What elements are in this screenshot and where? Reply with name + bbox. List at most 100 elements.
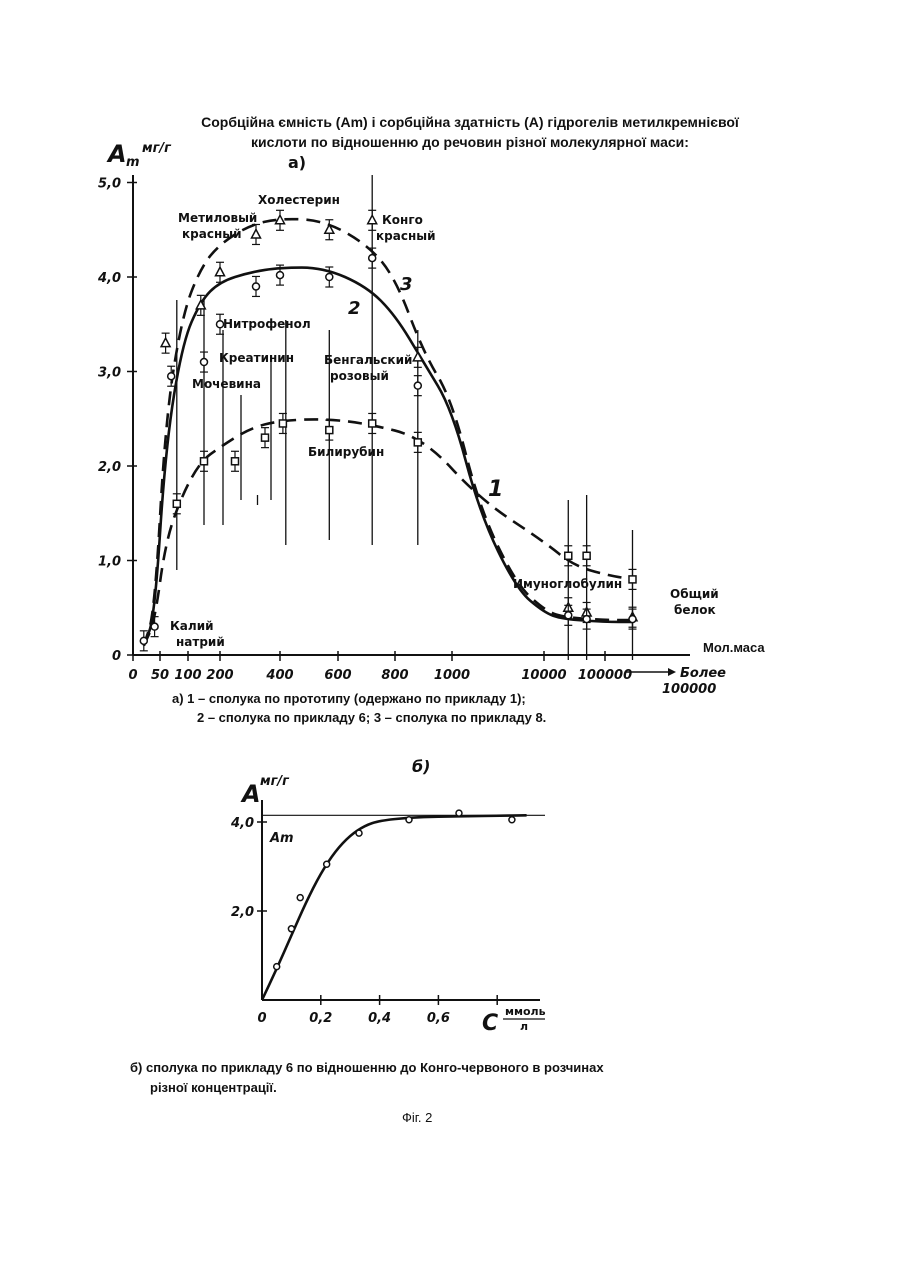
chart-a-x-tick-label: 800	[381, 668, 408, 683]
panel-b-label: б)	[412, 757, 430, 776]
chart-a-x-tick-label: 600	[324, 668, 351, 683]
chart-a-x-tick-label: Более	[680, 666, 726, 681]
chart-b-ylabel: A	[240, 780, 261, 808]
chart-a-x-tick-label: 400	[265, 668, 293, 683]
chart-a-point-square	[565, 552, 572, 559]
chart-a-point-square	[369, 420, 376, 427]
chart-b-point	[456, 810, 462, 816]
label-total-protein-2: белок	[674, 603, 716, 617]
chart-b-yunit: мг/г	[260, 774, 290, 789]
panel-a-label: а)	[288, 153, 306, 172]
label-immunoglobulin: Имуноглобулин	[513, 577, 622, 591]
chart-a-point-circle	[201, 359, 208, 366]
chart-a-ylabel-sub: m	[126, 155, 140, 170]
chart-a-xlabel: Мол.маса	[703, 640, 765, 655]
chart-a-point-circle	[369, 255, 376, 262]
chart-a-point-circle	[277, 272, 284, 279]
chart-a-x-tick-label: 10000	[521, 668, 566, 683]
label-methyl-red-1: Метиловый	[178, 211, 257, 225]
label-methyl-red-2: красный	[182, 227, 242, 241]
chart-a-y-tick-label: 3,0	[98, 366, 121, 381]
chart-a-point-square	[414, 439, 421, 446]
curve-label-3: 3	[400, 274, 413, 295]
chart-a-point-triangle	[252, 229, 261, 238]
chart-a-point-circle	[414, 382, 421, 389]
chart-a-x-tick-label: 50	[151, 668, 169, 683]
chart-a-point-triangle	[276, 215, 285, 224]
chart-a-point-circle	[629, 616, 636, 623]
figure-label: Фіг. 2	[402, 1110, 432, 1125]
chart-b-point	[288, 926, 294, 932]
chart-a-y-tick-label: 5,0	[98, 177, 121, 192]
curve-label-2: 2	[348, 298, 361, 319]
chart-a-point-square	[232, 458, 239, 465]
chart-a-series-1	[144, 419, 633, 645]
chart-b-point	[274, 964, 280, 970]
chart-a-point-circle	[565, 612, 572, 619]
label-bengal-2: розовый	[330, 369, 389, 383]
chart-a-y-tick-label: 4,0	[97, 271, 121, 286]
chart-b-caption-2: різної концентрації.	[150, 1080, 277, 1095]
chart-a-y-tick-label: 0	[112, 649, 121, 664]
chart-a-point-square	[326, 427, 333, 434]
chart-b-point	[509, 817, 515, 823]
label-bengal-1: Бенгальский	[324, 353, 412, 367]
chart-a-x-tick-label: 1000	[434, 668, 470, 683]
chart-a-point-circle	[140, 637, 147, 644]
chart-a-point-triangle	[161, 338, 170, 347]
label-urea: Мочевина	[192, 377, 261, 391]
label-potassium: Калий	[170, 619, 214, 633]
chart-b-x-tick-label: 0,2	[309, 1011, 332, 1026]
chart-a: а) A m мг/г 0 1,0 2,0 3,0 4,0 5,0 0 50 100 200 400…	[0, 0, 900, 740]
chart-a-point-square	[629, 576, 636, 583]
chart-b-y-tick-label: 4,0	[230, 816, 254, 831]
chart-a-point-triangle	[216, 267, 225, 276]
curve-label-1: 1	[488, 477, 503, 502]
chart-b-caption-1: б) сполука по прикладу 6 по відношенню д…	[130, 1060, 604, 1075]
chart-a-ylabel: A	[106, 140, 127, 168]
chart-a-point-circle	[253, 283, 260, 290]
label-congo-1: Конго	[382, 213, 423, 227]
chart-a-x-tick-label: 100	[174, 668, 201, 683]
chart-a-x-tick-label: 100000	[578, 668, 632, 683]
chart-a-point-square	[279, 420, 286, 427]
chart-b-xunit-den: л	[520, 1020, 528, 1033]
chart-a-x-tick-label: 100000	[662, 682, 716, 697]
chart-a-point-circle	[326, 274, 333, 281]
label-total-protein-1: Общий	[670, 587, 719, 601]
chart-a-point-square	[583, 552, 590, 559]
chart-b-point	[406, 817, 412, 823]
chart-a-point-square	[201, 458, 208, 465]
chart-b-point	[324, 861, 330, 867]
chart-a-yunit: мг/г	[142, 141, 172, 156]
chart-a-x-arrow-head	[668, 668, 676, 676]
chart-a-y-tick-label: 2,0	[98, 460, 121, 475]
label-nitrophenol: Нитрофенол	[223, 317, 311, 331]
chart-b-x-tick-label: 0,4	[368, 1011, 391, 1026]
chart-a-point-circle	[583, 616, 590, 623]
chart-a-point-triangle	[368, 215, 377, 224]
chart-b-xunit-num: ммоль	[505, 1005, 546, 1018]
chart-b-y-tick-label: 2,0	[231, 905, 254, 920]
chart-a-y-tick-label: 1,0	[98, 555, 121, 570]
chart-b-point	[356, 830, 362, 836]
label-congo-2: красный	[376, 229, 436, 243]
chart-b-point	[297, 895, 303, 901]
chart-a-x-tick-label: 200	[206, 668, 233, 683]
chart-a-caption-2: 2 – сполука по прикладу 6; 3 – сполука п…	[197, 710, 546, 725]
chart-b-x-tick-label: 0	[257, 1011, 266, 1026]
label-sodium: натрий	[176, 635, 225, 649]
chart-a-caption-1: а) 1 – сполука по прототипу (одержано по…	[172, 691, 526, 706]
chart-a-point-circle	[168, 373, 175, 380]
chart-b-xlabel: C	[482, 1011, 498, 1036]
am-label: Am	[269, 831, 294, 846]
label-bilirubin: Билирубин	[308, 445, 384, 459]
label-creatinine: Креатинин	[219, 351, 294, 365]
chart-a-point-square	[262, 434, 269, 441]
label-cholesterol: Холестерин	[258, 193, 340, 207]
chart-a-point-circle	[151, 623, 158, 630]
chart-b-series	[262, 815, 527, 1000]
chart-a-x-tick-label: 0	[128, 668, 137, 683]
chart-b-x-tick-label: 0,6	[427, 1011, 450, 1026]
chart-a-point-square	[173, 500, 180, 507]
